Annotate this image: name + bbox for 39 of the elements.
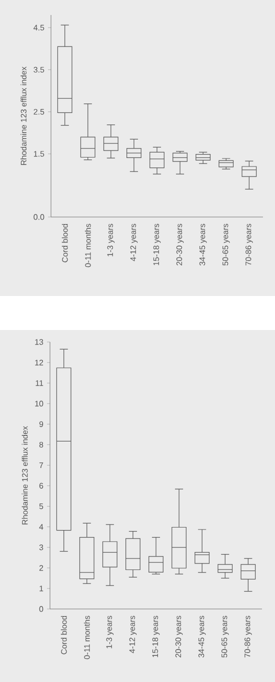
y-tick-label: 2 xyxy=(39,565,44,571)
x-tick-label: 0-11 months xyxy=(84,224,91,268)
y-tick-label: 13 xyxy=(35,339,44,345)
y-tick-label: 9 xyxy=(39,421,44,427)
x-tick-label: 20-30 years xyxy=(176,224,184,266)
y-tick-label: 11 xyxy=(36,380,44,386)
x-tick-label: 34-45 years xyxy=(199,224,207,266)
x-tick-label: 15-18 years xyxy=(152,616,160,658)
x-tick-label: 20-30 years xyxy=(175,616,183,658)
y-axis-title: Rhodamine 123 efflux index xyxy=(22,426,28,524)
y-tick-label: 8 xyxy=(39,442,44,448)
y-tick-label: 12 xyxy=(35,360,44,366)
y-tick-label: 6 xyxy=(39,482,44,489)
x-tick-label: 70-86 years xyxy=(246,224,253,266)
x-tick-label: 15-18 years xyxy=(153,224,161,266)
y-tick-label: 5 xyxy=(39,504,44,510)
x-tick-label: 1-3 years xyxy=(107,224,115,256)
x-tick-label: 50-65 years xyxy=(221,616,229,658)
y-tick-label: 1.5 xyxy=(34,151,44,157)
y-tick-label: 10 xyxy=(35,400,44,406)
y-tick-label: 4.5 xyxy=(34,24,44,30)
y-tick-label: 0.0 xyxy=(34,214,44,220)
y-tick-label: 2.5 xyxy=(34,108,44,115)
x-tick-label: 4-12 years xyxy=(129,616,137,654)
x-tick-label: 0-11 months xyxy=(84,616,90,660)
x-tick-label: 34-45 years xyxy=(198,616,206,658)
x-tick-label: Cord blood xyxy=(60,616,67,654)
x-tick-label: 50-65 years xyxy=(222,224,230,266)
y-tick-label: 3.5 xyxy=(34,66,44,73)
x-tick-label: 1-3 years xyxy=(106,616,114,648)
x-tick-label: 4-12 years xyxy=(130,224,138,262)
y-tick-label: 0 xyxy=(39,606,44,612)
y-axis-title: Rhodamine 123 efflux index xyxy=(20,66,26,165)
x-tick-label: 70-86 years xyxy=(244,616,252,658)
x-tick-label: Cord blood xyxy=(62,224,68,262)
y-tick-label: 4 xyxy=(39,524,44,530)
y-tick-label: 3 xyxy=(39,544,44,550)
y-tick-label: 7 xyxy=(39,462,44,468)
y-tick-label: 1 xyxy=(40,586,44,592)
